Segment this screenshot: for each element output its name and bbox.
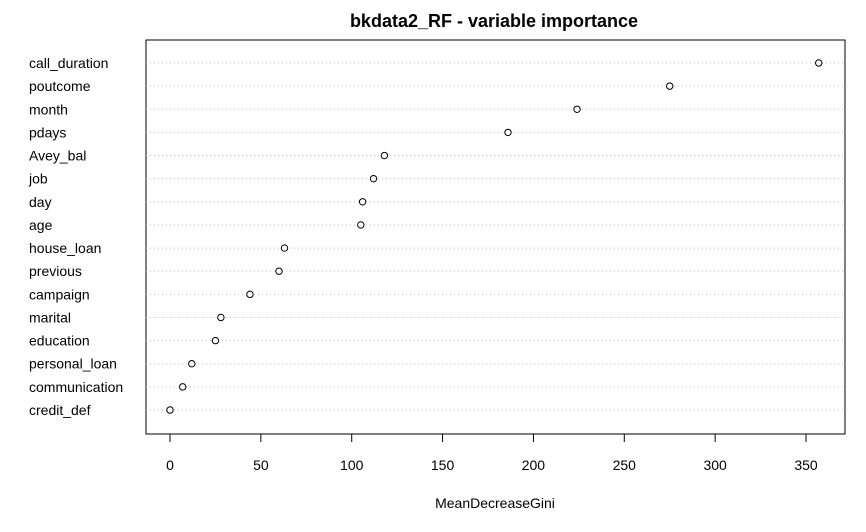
category-label-house_loan: house_loan	[29, 240, 101, 256]
x-tick-label-350: 350	[794, 457, 818, 473]
category-label-credit_def: credit_def	[29, 402, 91, 418]
plot-frame	[145, 39, 846, 435]
category-labels: call_duration poutcome month pdays Avey_balj…	[28, 55, 123, 418]
data-point-marital	[217, 313, 225, 322]
data-point-month	[573, 105, 581, 113]
x-tick-label-300: 300	[703, 457, 727, 473]
category-label-day: day	[29, 194, 52, 210]
category-label-previous: previous	[29, 263, 82, 279]
category-label-age: age	[29, 217, 53, 233]
chart-title: bkdata2_RF - variable importance	[350, 11, 638, 31]
x-axis-title: MeanDecreaseGini	[435, 495, 555, 511]
data-point-education	[211, 336, 220, 345]
category-label-personal_loan: personal_loan	[29, 356, 117, 372]
category-label-education: education	[29, 333, 90, 349]
data-point-credit_def	[166, 406, 174, 414]
category-label-marital: marital	[29, 309, 71, 325]
data-point-Avey_bal	[380, 151, 389, 160]
data-point-call_duration	[815, 59, 823, 67]
category-label-call_duration: call_duration	[29, 55, 108, 71]
data-point-job	[369, 174, 378, 183]
x-tick-label-100: 100	[340, 457, 364, 473]
x-tick-label-50: 50	[253, 457, 269, 473]
x-tick-label-200: 200	[522, 457, 546, 473]
category-label-Avey_bal: Avey_bal	[29, 148, 86, 164]
data-point-poutcome	[666, 82, 674, 90]
category-label-campaign: campaign	[29, 286, 90, 302]
category-label-job: job	[28, 171, 48, 187]
x-axis: 0 50 100 150 200 250 300 350	[166, 433, 818, 473]
x-tick-label-0: 0	[166, 457, 174, 473]
category-label-pdays: pdays	[29, 124, 66, 140]
data-point-personal_loan	[188, 360, 196, 368]
data-point-campaign	[246, 290, 254, 299]
data-point-communication	[179, 383, 187, 391]
data-points	[166, 59, 823, 414]
x-tick-label-250: 250	[613, 457, 637, 473]
data-point-day	[358, 198, 367, 206]
grid-lines	[146, 62, 845, 411]
category-label-poutcome: poutcome	[29, 78, 91, 94]
data-point-pdays	[504, 128, 512, 137]
data-point-age	[357, 221, 365, 229]
x-tick-label-150: 150	[431, 457, 455, 473]
category-label-month: month	[29, 101, 68, 117]
data-point-previous	[275, 267, 283, 275]
category-label-communication: communication	[29, 379, 123, 395]
data-point-house_loan	[280, 244, 289, 252]
